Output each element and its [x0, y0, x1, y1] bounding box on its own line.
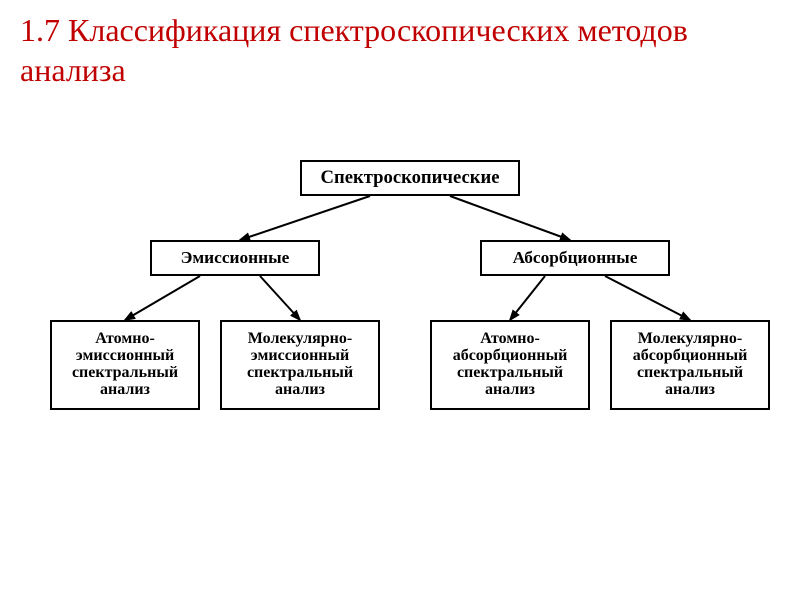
node-ma: Молекулярно-абсорбционныйспектральныйана… [610, 320, 770, 410]
edge-abs-ma [605, 276, 690, 320]
classification-diagram: Спектроскопические Эмиссионные Абсорбцио… [0, 0, 800, 600]
node-emis: Эмиссионные [150, 240, 320, 276]
diagram-arrows [0, 0, 800, 600]
node-me: Молекулярно-эмиссионныйспектральныйанали… [220, 320, 380, 410]
edge-emis-me [260, 276, 300, 320]
node-ae: Атомно-эмиссионныйспектральныйанализ [50, 320, 200, 410]
edge-root-emis [240, 196, 370, 240]
edge-emis-ae [125, 276, 200, 320]
edge-root-abs [450, 196, 570, 240]
node-aa: Атомно-абсорбционныйспектральныйанализ [430, 320, 590, 410]
node-root: Спектроскопические [300, 160, 520, 196]
node-abs: Абсорбционные [480, 240, 670, 276]
edge-abs-aa [510, 276, 545, 320]
